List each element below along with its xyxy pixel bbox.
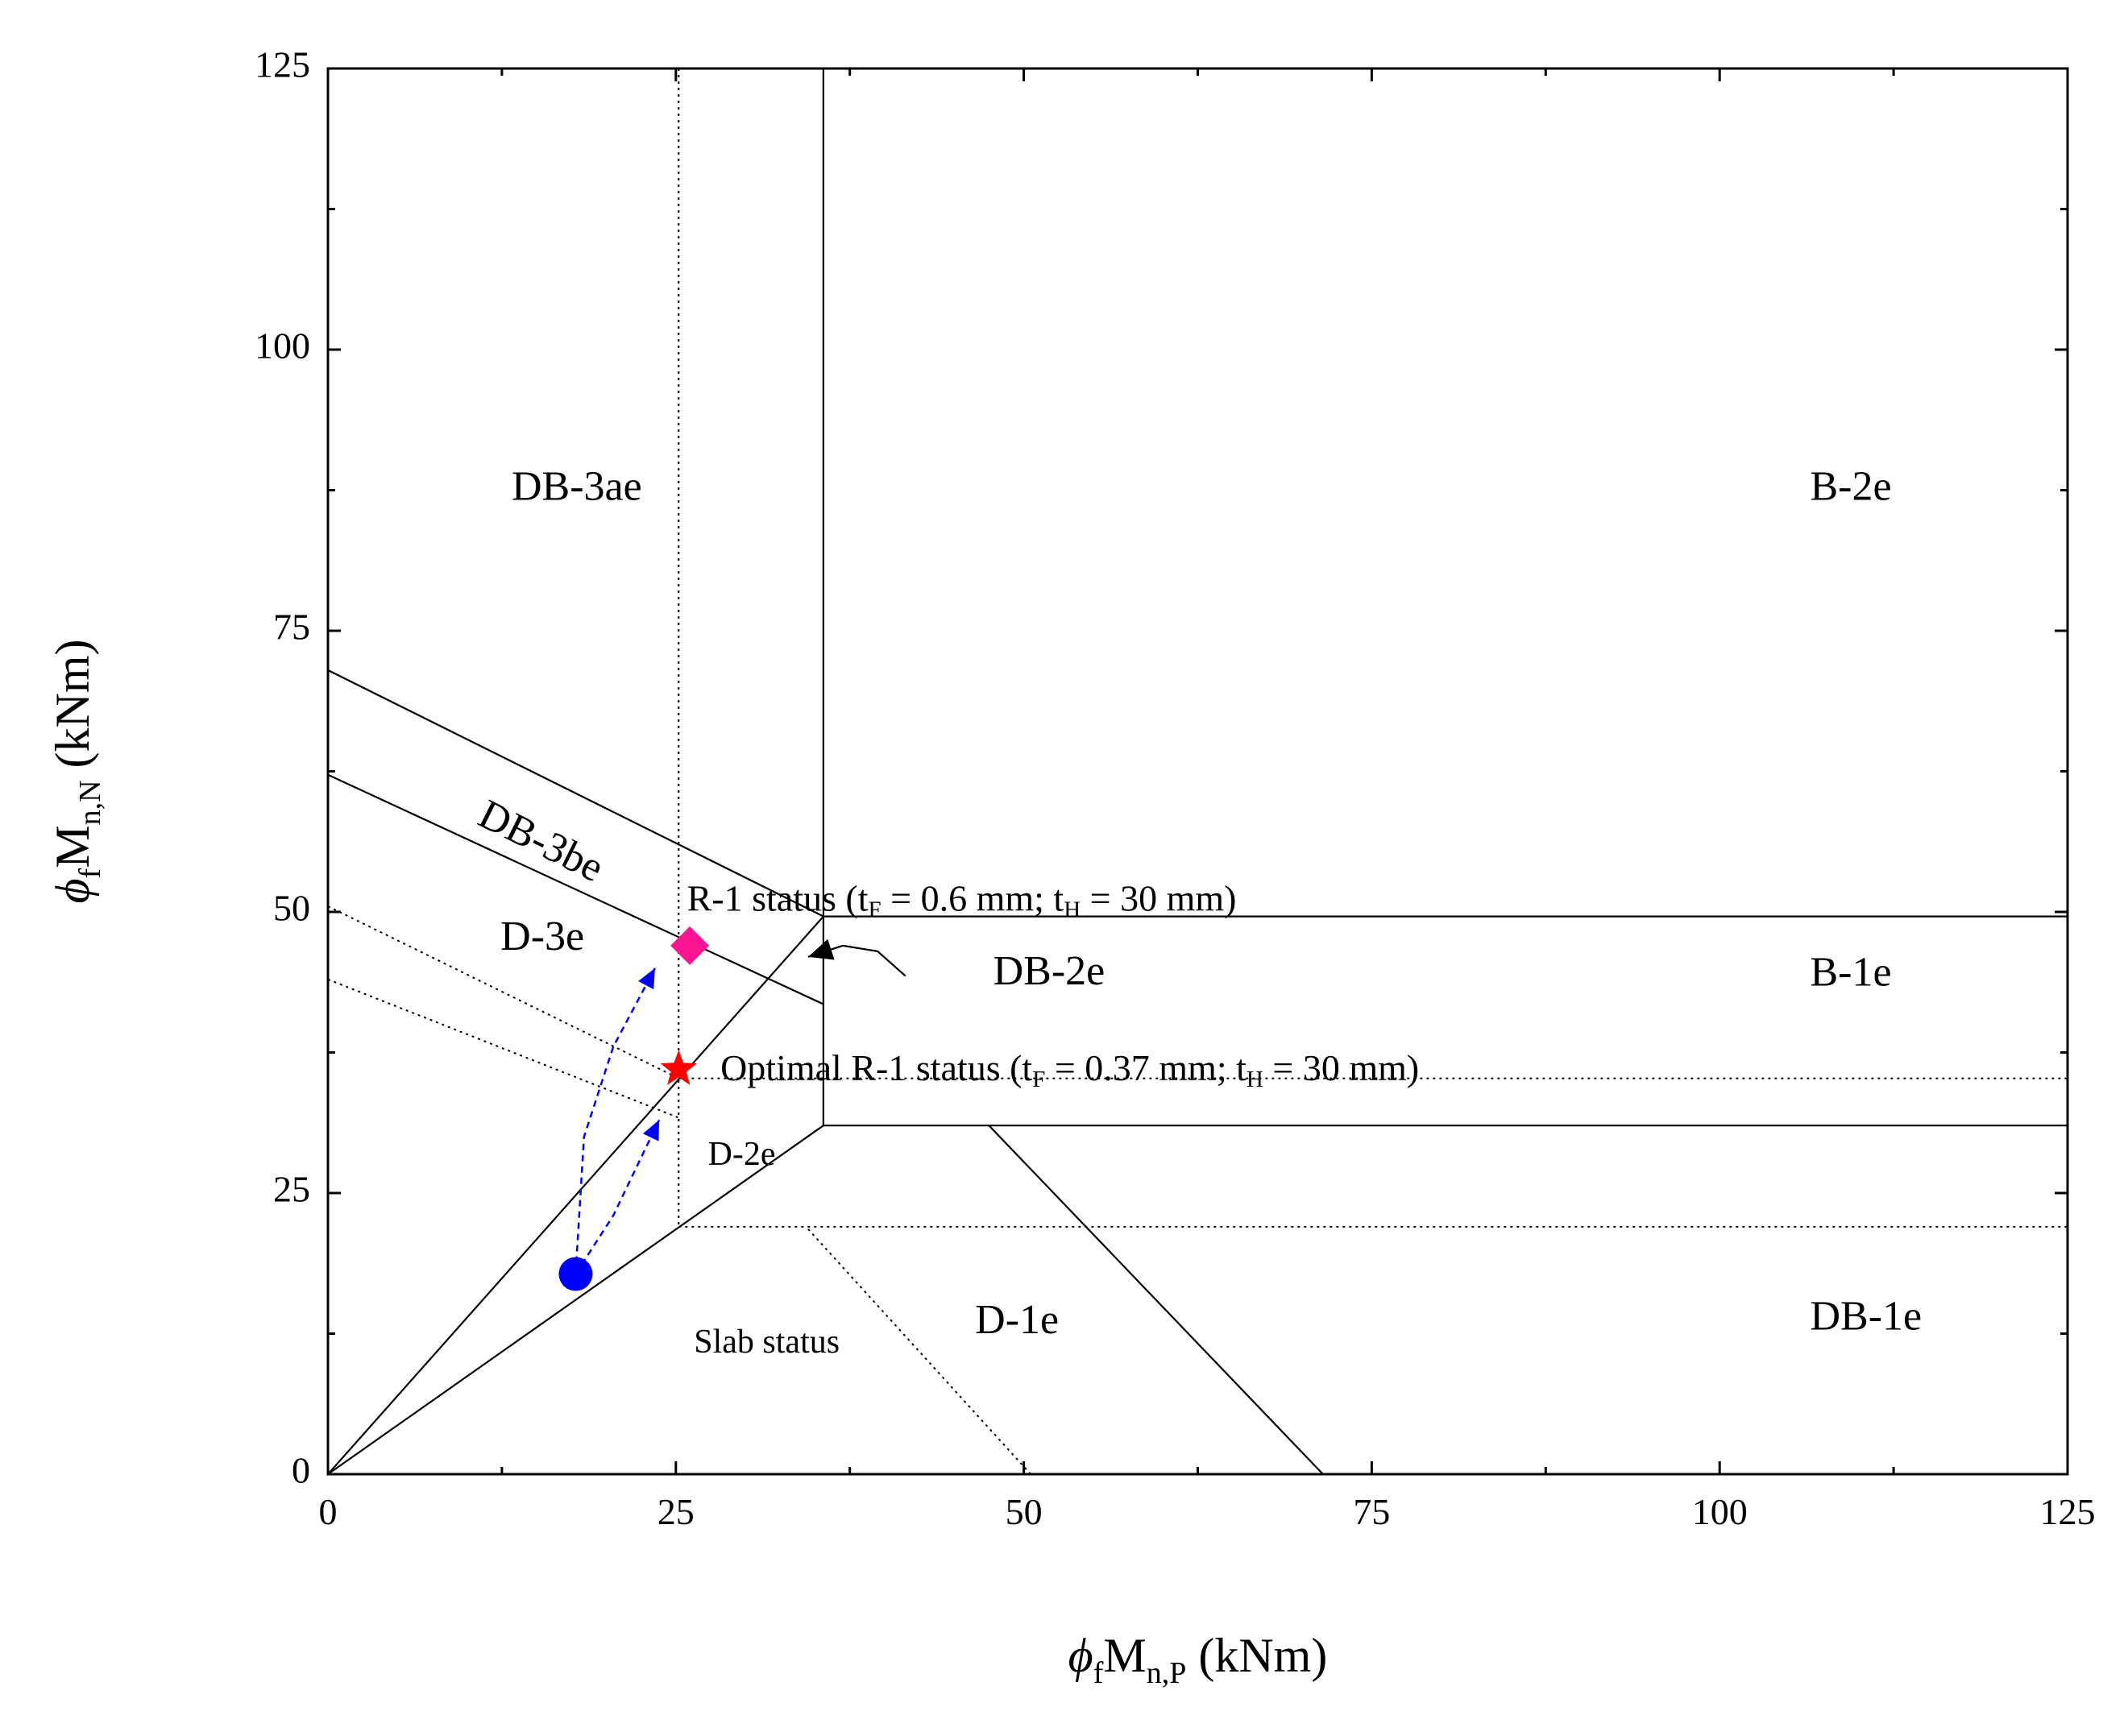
axes: 0 25 50 75 100 125 0 25 50 75 100 125 ϕfMn,P (kNm) ϕf… <box>46 44 2096 1690</box>
x-tick-label: 50 <box>1006 1491 1043 1532</box>
y-tick-label: 25 <box>273 1169 310 1210</box>
boundary-db3-bottom <box>327 773 824 1005</box>
y-tick-label: 75 <box>273 607 310 648</box>
label-b-1e: B-1e <box>1810 950 1891 996</box>
boundary-diag-upper <box>327 915 824 1475</box>
slab-status-marker <box>558 1257 593 1291</box>
label-b-2e: B-2e <box>1810 463 1891 509</box>
dotted-d3e-bottom <box>327 978 679 1119</box>
boundary-diag-lower <box>327 1125 824 1475</box>
y-tick-label: 0 <box>292 1450 310 1491</box>
y-tick-label: 125 <box>255 44 310 85</box>
label-db-2e: DB-2e <box>993 948 1105 994</box>
r1-status-label: R-1 status (tF = 0.6 mm; tH = 30 mm) <box>687 877 1237 922</box>
db2e-pointer-arrowhead <box>807 938 835 960</box>
label-d-1e: D-1e <box>975 1297 1059 1343</box>
x-axis-title: ϕfMn,P (kNm) <box>1068 1629 1328 1690</box>
label-db-1e: DB-1e <box>1810 1294 1922 1340</box>
x-tick-label: 125 <box>2040 1491 2096 1532</box>
region-boundaries <box>327 68 2068 1475</box>
path-slab-to-optimal-arrowhead <box>642 1120 660 1141</box>
optimal-r1-marker <box>660 1050 698 1085</box>
y-tick-label: 50 <box>273 888 310 929</box>
label-d-2e: D-2e <box>708 1136 776 1173</box>
y-axis-title: ϕfMn,N (kNm) <box>46 640 107 904</box>
x-tick-label: 25 <box>657 1491 695 1532</box>
label-db-3ae: DB-3ae <box>512 463 642 509</box>
dotted-d3e-top <box>327 905 679 1079</box>
x-tick-label: 75 <box>1353 1491 1390 1532</box>
path-slab-to-r1 <box>575 967 657 1274</box>
r1-status-marker <box>670 926 710 965</box>
path-slab-to-r1-arrowhead <box>638 967 655 990</box>
x-tick-label: 0 <box>319 1491 338 1532</box>
markers <box>558 926 710 1291</box>
boundary-diag-db1e <box>988 1125 1324 1475</box>
y-tick-label: 100 <box>255 325 310 367</box>
boundary-db3-top <box>327 669 824 918</box>
x-tick-label: 100 <box>1692 1491 1748 1532</box>
label-d-3e: D-3e <box>500 914 584 959</box>
path-slab-to-optimal <box>575 1119 661 1275</box>
trajectories <box>575 938 906 1275</box>
label-slab-status: Slab status <box>694 1324 840 1361</box>
optimal-r1-label: Optimal R-1 status (tF = 0.37 mm; tH = 3… <box>720 1047 1419 1092</box>
